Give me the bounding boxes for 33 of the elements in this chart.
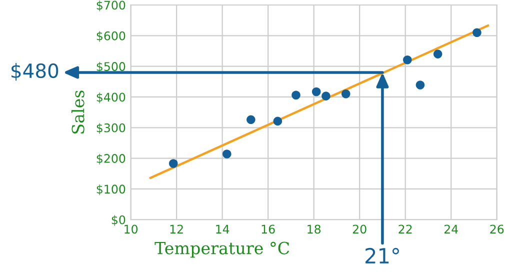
y-tick-label: $500 bbox=[96, 62, 126, 73]
x-tick-label: 14 bbox=[216, 224, 230, 234]
y-tick-label: $0 bbox=[112, 215, 126, 226]
x-tick-label: 16 bbox=[262, 224, 275, 234]
x-tick-label: 24 bbox=[444, 224, 458, 234]
point bbox=[403, 55, 412, 64]
x-axis-title: Temperature °C bbox=[154, 242, 290, 258]
point bbox=[322, 92, 330, 100]
y-tick-label: $300 bbox=[96, 123, 126, 134]
point bbox=[472, 28, 482, 37]
annotation: $480 bbox=[12, 63, 58, 81]
x-tick-label: 20 bbox=[352, 224, 366, 234]
y-tick-label: $700 bbox=[96, 0, 126, 12]
point bbox=[222, 150, 232, 158]
y-tick-label: $400 bbox=[96, 92, 126, 104]
annotation: 21° bbox=[366, 248, 399, 264]
x-tick-label: 22 bbox=[398, 224, 412, 234]
y-tick-label: $200 bbox=[96, 154, 126, 165]
point bbox=[433, 50, 442, 58]
point bbox=[246, 115, 256, 124]
point bbox=[292, 90, 300, 100]
y-tick-label: $600 bbox=[96, 31, 126, 42]
y-axis-title: Sales bbox=[71, 90, 84, 134]
point bbox=[341, 90, 350, 98]
point bbox=[168, 159, 178, 168]
x-tick-label: 12 bbox=[170, 224, 183, 234]
x-tick-label: 18 bbox=[308, 224, 321, 234]
x-tick-label: 26 bbox=[490, 224, 504, 234]
x-tick-label: 10 bbox=[124, 224, 138, 234]
point bbox=[312, 87, 321, 96]
point bbox=[416, 80, 425, 90]
y-tick-label: $100 bbox=[96, 184, 126, 196]
point bbox=[273, 116, 282, 126]
